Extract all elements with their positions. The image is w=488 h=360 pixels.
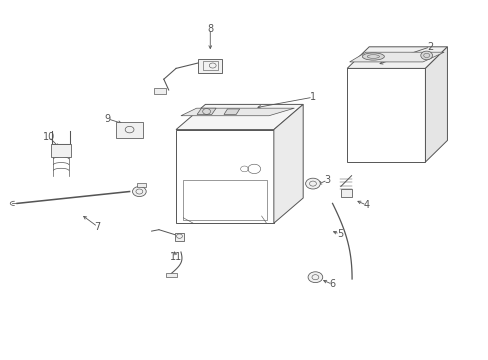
Polygon shape [349,52,443,62]
Text: 4: 4 [363,200,369,210]
Circle shape [132,186,146,197]
Text: 5: 5 [336,229,342,239]
Bar [116,122,142,138]
Text: 8: 8 [207,24,213,34]
Text: 9: 9 [104,114,110,124]
Bar [183,180,266,220]
Polygon shape [197,108,216,114]
Polygon shape [176,104,303,130]
Circle shape [420,51,431,60]
Bar [154,88,166,94]
Bar [203,61,217,70]
Polygon shape [273,104,303,223]
Polygon shape [346,47,447,68]
Bar [198,59,222,73]
Circle shape [305,178,320,189]
Bar [51,144,71,157]
Bar [340,189,351,197]
Text: 2: 2 [427,42,432,52]
Text: 11: 11 [169,252,182,262]
Text: 1: 1 [309,92,315,102]
Bar [137,183,145,187]
Polygon shape [425,47,447,162]
Text: 7: 7 [95,222,101,232]
Text: 10: 10 [42,132,55,142]
Text: 6: 6 [329,279,335,289]
Polygon shape [224,109,239,114]
Bar [166,273,177,277]
Polygon shape [181,108,294,116]
Text: 3: 3 [324,175,330,185]
Circle shape [307,272,322,283]
Bar [175,233,183,241]
Ellipse shape [362,53,384,60]
